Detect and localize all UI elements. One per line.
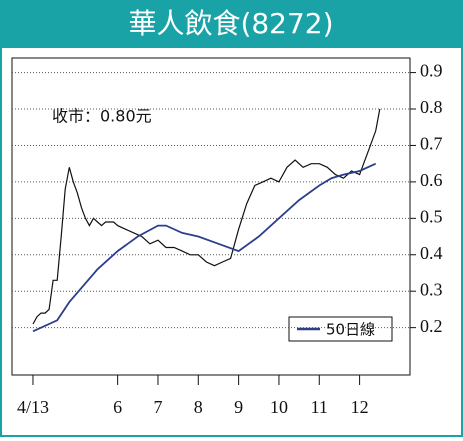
y-tick-label: 0.7 <box>420 134 443 154</box>
annotation: 收市：0.80元 <box>52 107 152 126</box>
x-tick-label: 12 <box>351 397 369 417</box>
x-tick-label: 8 <box>194 397 203 417</box>
y-tick-label: 0.2 <box>420 316 443 336</box>
y-tick-label: 0.3 <box>420 279 443 299</box>
header <box>0 0 463 48</box>
x-tick-label: 10 <box>270 397 288 417</box>
y-tick-label: 0.8 <box>420 97 443 117</box>
y-tick-label: 0.6 <box>420 170 443 190</box>
x-tick-label: 11 <box>311 397 328 417</box>
x-tick-label: 4/13 <box>17 397 49 417</box>
x-tick-label: 9 <box>234 397 243 417</box>
legend-label: 50日線 <box>326 321 375 339</box>
y-tick-label: 0.4 <box>420 243 443 263</box>
y-tick-label: 0.9 <box>420 61 443 81</box>
x-tick-label: 7 <box>153 397 162 417</box>
legend-box <box>288 316 393 342</box>
x-tick-label: 6 <box>113 397 122 417</box>
chart-title: 華人飲食(8272) <box>128 7 333 40</box>
moving-average-line <box>32 162 377 333</box>
price-line <box>32 108 381 325</box>
y-tick-label: 0.5 <box>420 206 443 226</box>
legend: 50日線 <box>288 316 393 342</box>
plot-area <box>11 57 411 376</box>
